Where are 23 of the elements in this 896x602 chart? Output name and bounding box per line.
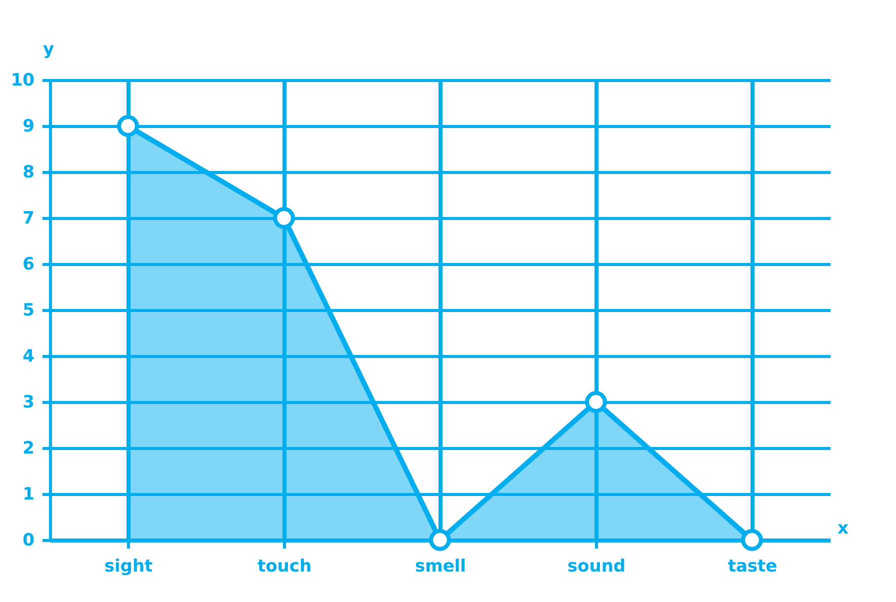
point (117, 115, 139, 137)
y-tick-label: 5 (22, 300, 34, 320)
point (273, 207, 295, 229)
y-tick-label: 2 (22, 438, 34, 458)
x-tick-label: sight (104, 556, 153, 576)
y-tick-label: 0 (22, 530, 35, 550)
x-axis-title: x (838, 518, 848, 538)
point (741, 529, 763, 551)
point (585, 391, 607, 413)
point (429, 529, 451, 551)
y-tick-label: 7 (22, 208, 34, 228)
y-tick-label: 4 (22, 346, 35, 366)
y-tick-label: 8 (22, 162, 34, 182)
y-tick-label: 1 (22, 484, 34, 504)
y-tick-label: 10 (10, 70, 35, 90)
x-tick-label: touch (257, 556, 312, 576)
x-tick-label: taste (728, 556, 778, 576)
x-tick-label: sound (567, 556, 626, 576)
y-axis-title: y (42, 40, 54, 60)
y-tick-label: 3 (22, 392, 34, 412)
x-tick-label: smell (414, 556, 466, 576)
y-tick-label: 9 (22, 116, 34, 136)
y-tick-label: 6 (22, 254, 34, 274)
